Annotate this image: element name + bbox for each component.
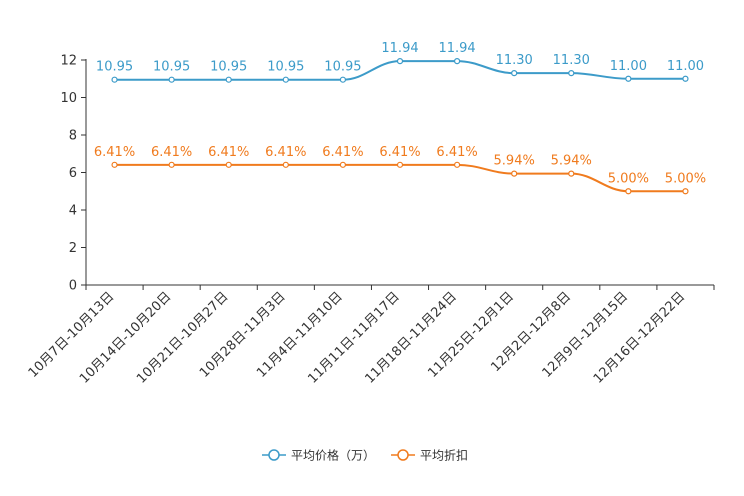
data-point (511, 170, 518, 177)
data-label: 5.00% (665, 171, 706, 186)
data-point (111, 161, 118, 168)
data-label: 10.95 (96, 60, 133, 75)
legend-item-1[interactable]: 平均折扣 (391, 448, 468, 463)
legend-marker-icon (397, 449, 409, 461)
data-label: 6.41% (322, 145, 363, 160)
y-tick-label: 2 (69, 241, 77, 256)
data-label: 6.41% (436, 145, 477, 160)
data-point (396, 161, 404, 168)
data-label: 11.30 (553, 53, 590, 68)
data-point (282, 76, 289, 83)
data-point (168, 76, 175, 83)
data-point (453, 161, 461, 168)
data-point (511, 70, 518, 77)
data-label: 5.94% (551, 154, 592, 169)
data-point (168, 161, 175, 168)
data-point (396, 58, 404, 65)
data-label: 6.41% (208, 145, 249, 160)
data-point (225, 76, 232, 83)
series-line-1 (114, 163, 686, 193)
data-label: 11.94 (438, 41, 475, 56)
data-point (625, 75, 632, 82)
data-label: 5.94% (494, 154, 535, 169)
y-tick-label: 0 (69, 279, 77, 294)
data-point (453, 58, 461, 65)
y-tick-label: 12 (60, 54, 77, 69)
y-tick-label: 6 (69, 166, 77, 181)
data-label: 11.30 (496, 53, 533, 68)
legend-label: 平均折扣 (420, 448, 468, 463)
data-label: 10.95 (324, 60, 361, 75)
y-tick-label: 10 (60, 91, 77, 106)
data-point (339, 76, 347, 83)
y-tick-label: 8 (69, 129, 77, 144)
data-point (282, 161, 289, 168)
data-label: 11.00 (667, 59, 704, 74)
axes: 02468101210月7日-10月13日10月14日-10月20日10月21日… (26, 54, 715, 387)
data-label: 10.95 (267, 60, 304, 75)
series-layer: 10.95 10.95 10.95 10.95 10.95 11.94 11.94 11.30… (94, 41, 706, 195)
data-point (225, 161, 232, 168)
data-label: 10.95 (210, 60, 247, 75)
data-label: 11.94 (381, 41, 418, 56)
legend-marker-icon (268, 449, 280, 461)
data-point (568, 70, 575, 77)
data-point (682, 75, 689, 82)
data-label: 5.00% (608, 171, 649, 186)
legend[interactable]: 平均价格（万） 平均折扣 (262, 448, 468, 463)
data-point (568, 170, 575, 177)
y-tick-label: 4 (69, 204, 77, 219)
data-point (339, 161, 347, 168)
data-label: 6.41% (265, 145, 306, 160)
data-label: 11.00 (610, 59, 647, 74)
data-point (111, 76, 118, 83)
data-label: 6.41% (94, 145, 135, 160)
data-point (625, 188, 632, 195)
data-label: 6.41% (379, 145, 420, 160)
legend-item-0[interactable]: 平均价格（万） (262, 448, 375, 463)
legend-label: 平均价格（万） (291, 448, 375, 463)
data-label: 10.95 (153, 60, 190, 75)
data-label: 6.41% (151, 145, 192, 160)
data-point (682, 188, 689, 195)
